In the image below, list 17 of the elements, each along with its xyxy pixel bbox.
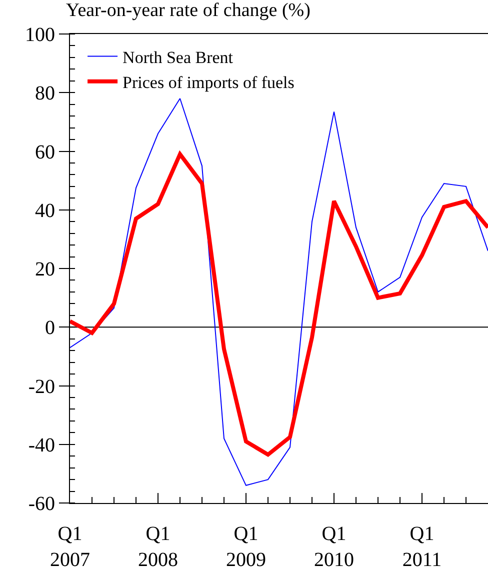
x-tick-label: Q1 2008 <box>138 523 178 571</box>
legend-label: Prices of imports of fuels <box>122 72 294 92</box>
y-tick-label: -20 <box>28 376 55 398</box>
x-tick-label: Q1 2007 <box>50 523 90 571</box>
y-tick-label: 40 <box>35 200 55 222</box>
y-tick-label: 60 <box>35 141 55 164</box>
y-tick-label: 80 <box>35 82 55 105</box>
y-tick-label: 0 <box>45 317 55 340</box>
x-tick-label: Q1 2010 <box>314 523 354 571</box>
legend-label: North Sea Brent <box>122 48 234 67</box>
y-tick-label: -60 <box>28 493 55 515</box>
chart-title: Year-on-year rate of change (%) <box>66 0 310 22</box>
y-tick-label: 100 <box>25 24 55 46</box>
y-tick-label: -40 <box>28 434 55 456</box>
y-tick-label: 20 <box>35 258 55 280</box>
x-tick-label: Q1 2011 <box>402 523 442 571</box>
x-tick-label: Q1 2009 <box>226 523 266 571</box>
